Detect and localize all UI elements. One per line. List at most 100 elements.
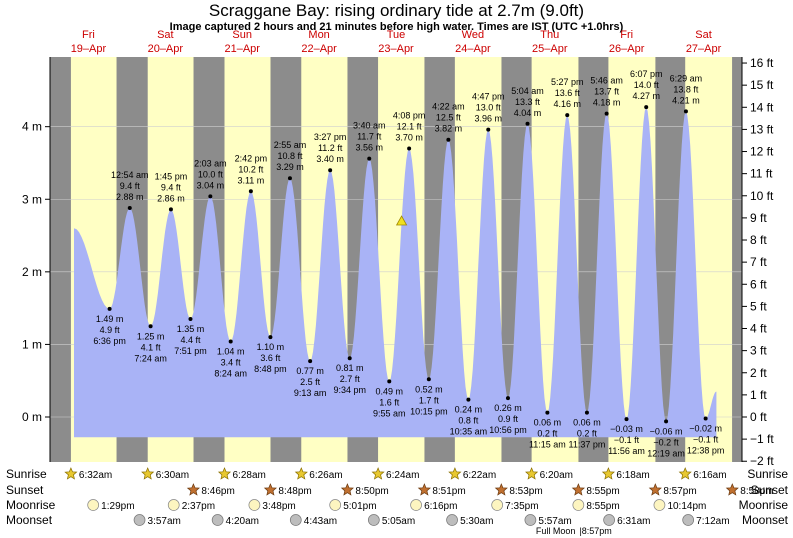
extreme-metres: −0.06 m [650,426,683,436]
sunset-icon [263,483,277,496]
moonrise-row-label-right: Moonrise [739,498,789,512]
day-of-week: Fri [82,29,95,41]
extreme-feet: 3.6 ft [260,353,281,363]
moonset-icon [133,514,146,526]
extreme-feet: 0.8 ft [458,416,479,426]
extreme-feet: 12.1 ft [397,121,423,131]
sunrise-time: 6:18am [616,470,649,481]
right-tick-label: 1 ft [750,388,767,402]
extreme-time: 10:35 am [450,427,488,437]
extreme-metres: 3.82 m [435,124,463,134]
moonset-time: 5:57am [538,516,571,527]
extreme-point [604,111,609,116]
extreme-feet: 0.9 ft [498,414,519,424]
moonrise-time: 8:55pm [586,501,619,512]
sunset-icon [417,483,431,496]
extreme-feet: 2.7 ft [340,374,361,384]
extreme-feet: 13.3 ft [515,97,541,107]
moonrise-time: 1:29pm [101,501,134,512]
extreme-point [188,317,193,322]
moonrise-icon [491,499,504,511]
left-tick-label: 3 m [22,192,42,206]
extreme-feet: 10.0 ft [198,169,224,179]
moonset-time: 7:12am [696,516,729,527]
extreme-metres: 1.04 m [217,347,245,357]
extreme-time: 9:55 am [373,408,406,418]
extreme-point [168,207,173,212]
extreme-time: 10:15 pm [410,406,448,416]
extreme-point [505,396,510,401]
extreme-time: 1:45 pm [155,171,188,181]
extreme-metres: 1.35 m [177,324,205,334]
sunrise-icon [141,467,155,480]
extreme-feet: 1.7 ft [419,395,440,405]
extreme-feet: 10.8 ft [277,151,303,161]
extreme-point [228,339,233,344]
extreme-time: 8:48 pm [254,364,287,374]
day-of-week: Tue [387,29,406,41]
extreme-metres: 2.88 m [116,192,144,202]
extreme-metres: 4.27 m [632,91,660,101]
sunset-time: 8:53pm [509,486,542,497]
sunrise-icon [525,467,539,480]
extreme-point [664,419,669,424]
sunset-icon [494,483,508,496]
extreme-feet: 11.7 ft [357,132,382,142]
moonrise-icon [653,499,666,511]
chart-subtitle: Image captured 2 hours and 21 minutes be… [169,21,624,33]
extreme-metres: 1.25 m [137,331,165,341]
left-tick-label: 1 m [22,337,42,351]
extreme-feet: 13.7 ft [594,87,620,97]
extreme-point [683,109,688,114]
extreme-feet: 10.2 ft [238,164,264,174]
day-of-week: Thu [540,29,559,41]
extreme-time: 4:08 pm [393,110,426,120]
sunrise-time: 6:24am [386,470,419,481]
moonrise-time: 7:35pm [505,501,538,512]
extreme-metres: 3.40 m [316,154,344,164]
left-tick-label: 4 m [22,120,42,134]
sunset-time: 8:48pm [278,486,311,497]
extreme-metres: −0.03 m [610,424,643,434]
sunset-icon [340,483,354,496]
moonrise-time: 6:16pm [424,501,457,512]
extreme-metres: 1.49 m [96,314,124,324]
extreme-time: 5:27 pm [551,77,584,87]
extreme-time: 10:56 pm [489,425,527,435]
extreme-metres: 3.11 m [237,175,264,185]
extreme-time: 12:54 am [111,170,149,180]
extreme-feet: 13.6 ft [555,88,581,98]
extreme-time: 6:36 pm [93,336,126,346]
extreme-metres: −0.02 m [689,423,722,433]
sunset-time: 8:58pm [740,486,773,497]
sunrise-icon [371,467,385,480]
extreme-metres: 4.16 m [553,99,581,109]
right-tick-label: 15 ft [750,78,774,92]
extreme-time: 6:29 am [670,73,703,83]
right-tick-label: 3 ft [750,344,767,358]
extreme-metres: 2.86 m [157,193,185,203]
extreme-point [127,205,132,210]
extreme-time: 5:04 am [511,86,544,96]
extreme-point [446,137,451,142]
right-tick-label: 0 ft [750,410,767,424]
day-date: 21–Apr [224,43,260,55]
moonset-icon [603,514,615,526]
right-tick-label: 9 ft [750,211,767,225]
extreme-point [328,168,333,173]
sunset-icon [186,483,200,496]
right-tick-label: 12 ft [750,145,774,159]
moonrise-icon [87,499,100,511]
night-band [50,57,71,462]
extreme-feet: 0.2 ft [537,429,558,439]
extreme-time: 12:19 am [647,448,685,458]
sunset-time: 8:50pm [355,486,388,497]
sunrise-icon [294,467,308,480]
right-tick-label: 11 ft [750,167,773,181]
extreme-point [148,324,153,329]
extreme-feet: 3.4 ft [221,358,242,368]
right-tick-label: 8 ft [750,233,767,247]
moonset-time: 4:20am [226,516,259,527]
extreme-time: 11:56 am [608,446,645,456]
